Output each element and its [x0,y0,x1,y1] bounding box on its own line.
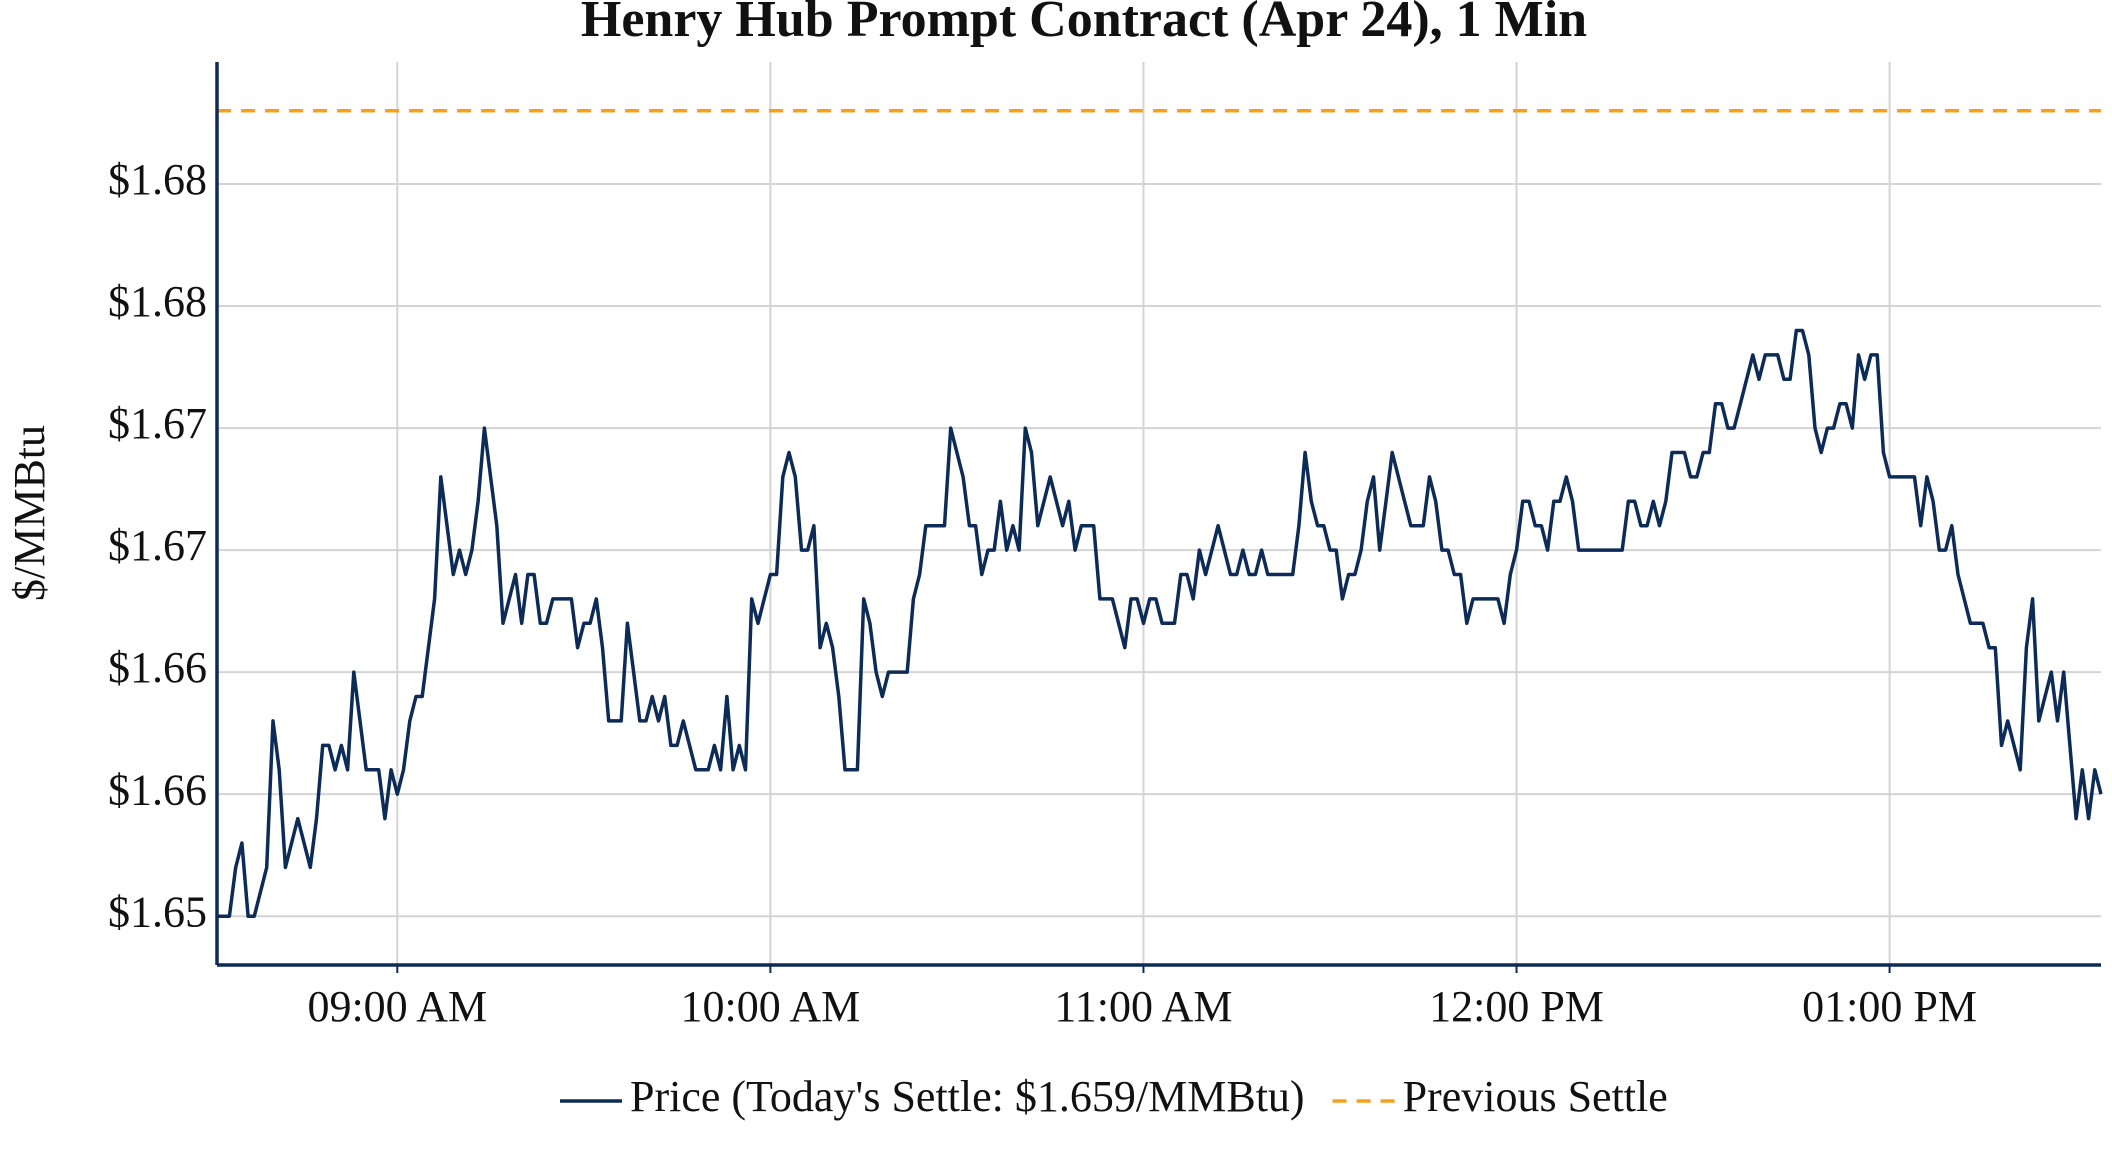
y-tick-label: $1.65 [108,887,207,936]
x-tick-label: 11:00 AM [1054,982,1232,1031]
y-axis-label: $/MMBtu [5,425,54,601]
x-tick-label: 01:00 PM [1802,982,1977,1031]
price-line [217,328,2103,918]
y-tick-label: $1.68 [108,277,207,326]
y-tick-label: $1.67 [108,399,207,448]
y-tick-label: $1.66 [108,643,207,692]
y-tick-label: $1.68 [108,155,207,204]
y-tick-label: $1.66 [108,765,207,814]
y-tick-label: $1.67 [108,521,207,570]
legend-label: Previous Settle [1403,1072,1668,1121]
chart-title: Henry Hub Prompt Contract (Apr 24), 1 Mi… [581,0,1587,48]
x-tick-label: 10:00 AM [681,982,861,1031]
legend-label: Price (Today's Settle: $1.659/MMBtu) [630,1072,1305,1121]
x-tick-label: 12:00 PM [1429,982,1604,1031]
x-tick-label: 09:00 AM [307,982,487,1031]
